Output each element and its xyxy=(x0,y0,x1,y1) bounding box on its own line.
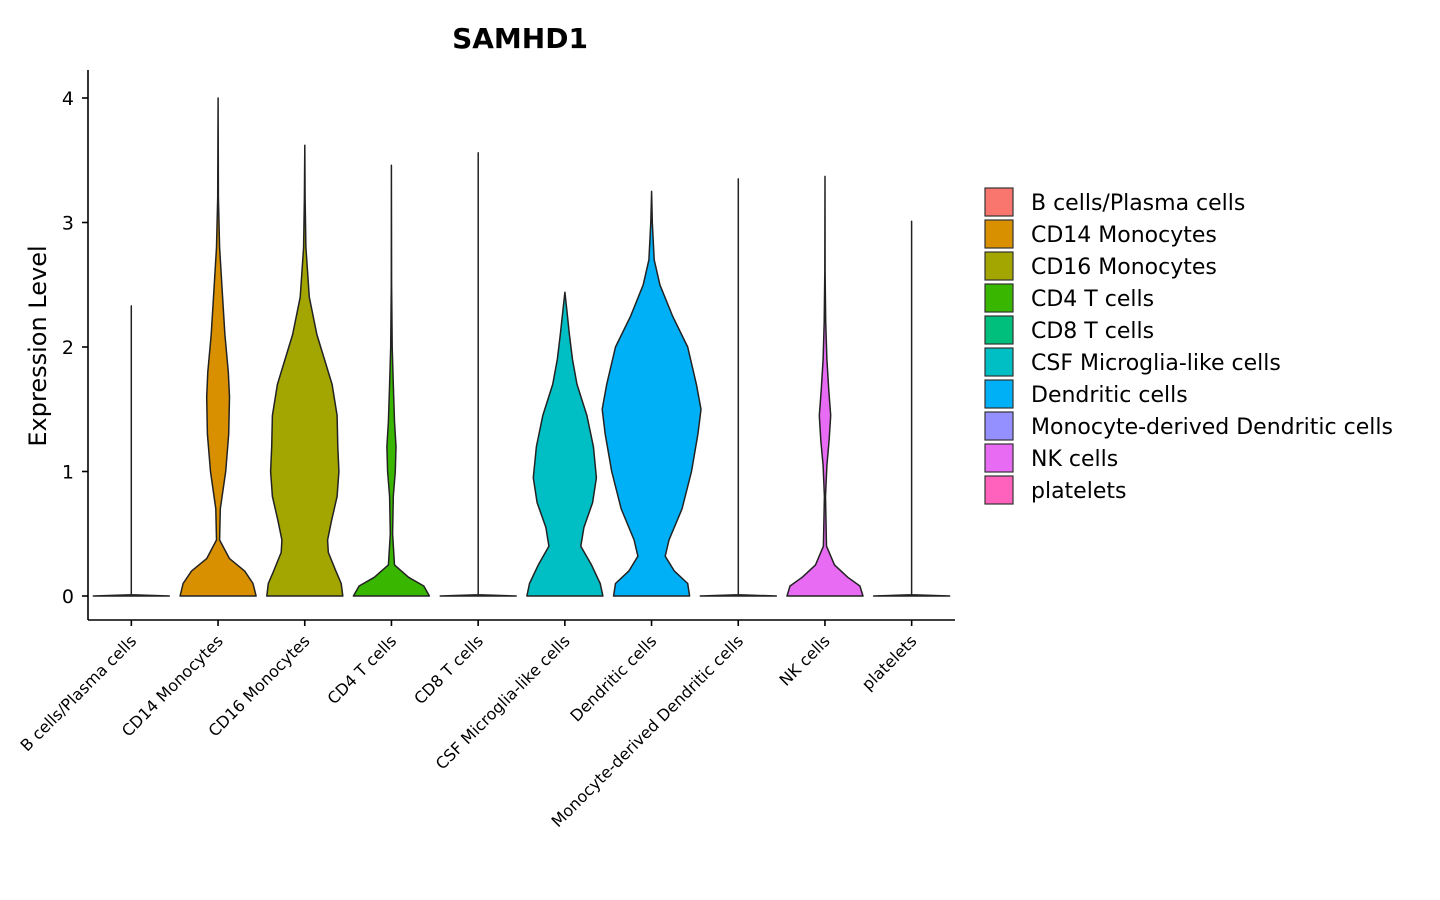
legend-swatch xyxy=(984,251,1014,281)
violin-nk-cells xyxy=(786,175,864,597)
violin-platelets xyxy=(872,220,951,597)
violin-b-cells-plasma-cells xyxy=(92,305,171,597)
violin-dendritic-cells xyxy=(601,190,702,597)
legend-label: NK cells xyxy=(1031,447,1118,472)
legend-swatch xyxy=(984,379,1014,409)
legend-label: B cells/Plasma cells xyxy=(1031,191,1245,216)
legend-label: platelets xyxy=(1031,479,1126,504)
legend-swatch xyxy=(984,187,1014,217)
legend-label: Monocyte-derived Dendritic cells xyxy=(1031,415,1393,440)
violin-cd8-t-cells xyxy=(439,152,517,597)
x-tick-label: NK cells xyxy=(775,631,833,689)
y-tick-label: 2 xyxy=(62,337,74,359)
legend-label: CD14 Monocytes xyxy=(1031,223,1217,248)
violins xyxy=(92,97,951,597)
y-tick-label: 4 xyxy=(62,88,74,110)
violin-cd4-t-cells xyxy=(352,164,431,597)
legend-swatch xyxy=(984,347,1014,377)
x-tick-label: B cells/Plasma cells xyxy=(17,631,141,755)
chart-title: SAMHD1 xyxy=(452,22,588,55)
legend-swatch xyxy=(984,443,1014,473)
legend-label: CD4 T cells xyxy=(1031,287,1154,312)
x-tick-label: Monocyte-derived Dendritic cells xyxy=(548,631,748,831)
violin-cd14-monocytes xyxy=(179,97,257,597)
violin-monocyte-derived-dendritic-cells xyxy=(699,178,778,597)
violin-csf-microglia-like-cells xyxy=(526,291,604,597)
legend-label: CSF Microglia-like cells xyxy=(1031,351,1281,376)
violin-cd16-monocytes xyxy=(266,144,344,597)
y-axis-label: Expression Level xyxy=(24,245,52,446)
legend-swatch xyxy=(984,315,1014,345)
x-tick-label: Dendritic cells xyxy=(566,631,660,725)
legend-swatch xyxy=(984,219,1014,249)
legend-swatch xyxy=(984,411,1014,441)
legend-label: Dendritic cells xyxy=(1031,383,1188,408)
x-tick-label: CD4 T cells xyxy=(324,631,401,708)
x-tick-label: platelets xyxy=(858,631,921,694)
y-tick-label: 3 xyxy=(62,213,74,235)
legend-swatch xyxy=(984,283,1014,313)
y-tick-label: 1 xyxy=(62,462,74,484)
legend: B cells/Plasma cells CD14 Monocytes CD16 M… xyxy=(984,187,1393,505)
y-tick-label: 0 xyxy=(62,586,74,608)
legend-swatch xyxy=(984,475,1014,505)
legend-label: CD16 Monocytes xyxy=(1031,255,1217,280)
legend-label: CD8 T cells xyxy=(1031,319,1154,344)
y-axis: 0 1 2 3 4 xyxy=(62,70,89,620)
x-tick-label: CD8 T cells xyxy=(410,631,487,708)
